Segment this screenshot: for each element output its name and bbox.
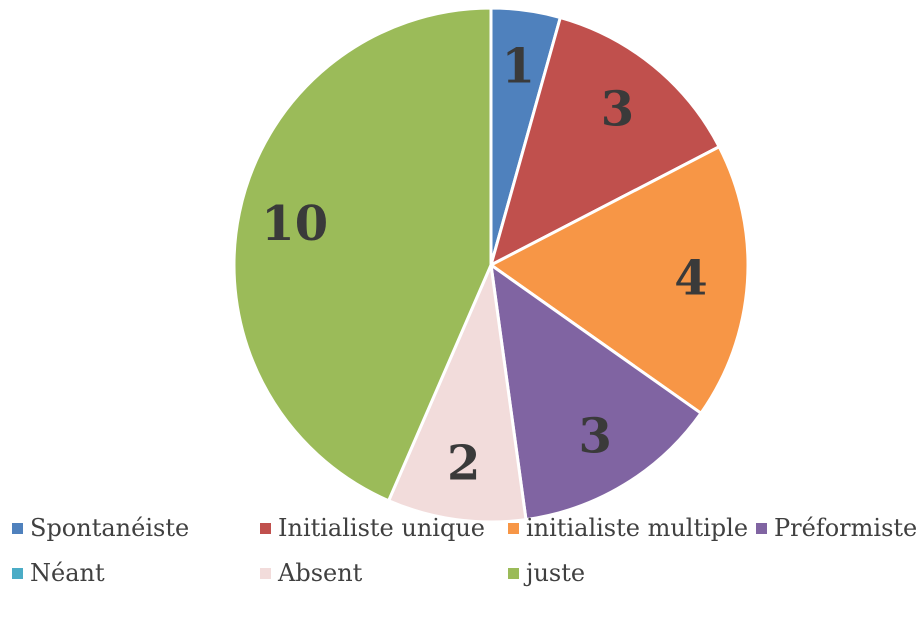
legend-swatch [12, 567, 23, 579]
legend-label: Initialiste unique [278, 514, 485, 542]
legend-item-initialiste-unique: Initialiste unique [260, 510, 485, 546]
legend-label: Absent [278, 559, 363, 587]
pie-slice-initialiste-unique [489, 16, 721, 267]
pie-slice-juste [232, 6, 493, 503]
data-label-preformiste: 3 [578, 408, 611, 464]
pie-slice-preformiste [489, 263, 703, 522]
legend-swatch [508, 567, 519, 579]
legend-item-initialiste-multiple: initialiste multiple [508, 510, 748, 546]
legend-swatch [756, 522, 767, 534]
pie-data-labels: 1 3 4 3 2 10 [261, 38, 707, 491]
legend-label: juste [526, 559, 586, 587]
pie-slice-initialiste-multiple [489, 145, 750, 415]
legend-label: initialiste multiple [526, 514, 749, 542]
data-label-initialiste-unique: 3 [601, 82, 634, 138]
legend-item-preformiste: Préformiste [756, 510, 917, 546]
legend-item-juste: juste [508, 555, 585, 591]
legend-swatch [12, 522, 23, 534]
pie-slice-absent [387, 263, 528, 524]
data-label-spontaneiste: 1 [502, 38, 535, 94]
legend-item-absent: Absent [260, 555, 362, 591]
legend-item-neant: Néant [12, 555, 105, 591]
legend: Spontanéiste Initialiste unique initiali… [10, 510, 922, 621]
data-label-initialiste-multiple: 4 [674, 251, 707, 307]
legend-swatch [260, 567, 271, 579]
legend-swatch [260, 522, 271, 534]
legend-label: Néant [30, 559, 105, 587]
pie-slices [232, 6, 750, 524]
legend-label: Préformiste [774, 514, 918, 542]
legend-label: Spontanéiste [30, 514, 190, 542]
data-label-absent: 2 [447, 436, 480, 492]
data-label-juste: 10 [261, 196, 328, 252]
legend-item-spontaneiste: Spontanéiste [12, 510, 189, 546]
legend-swatch [508, 522, 519, 534]
